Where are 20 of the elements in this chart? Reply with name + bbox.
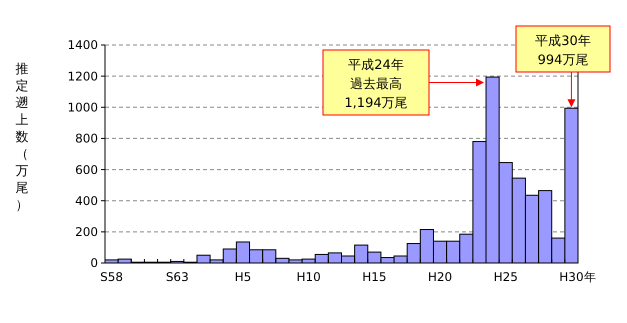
x-tick-label: S58	[100, 270, 124, 284]
x-tick-label: H30	[559, 270, 584, 284]
x-tick-label: H20	[428, 270, 452, 284]
y-tick-label: 800	[75, 132, 98, 146]
x-tick-label: H5	[234, 270, 252, 284]
y-tick-label: 1000	[67, 100, 98, 114]
y-tick-label: 1400	[67, 38, 98, 52]
y-tick-label: 1200	[67, 69, 98, 84]
x-tick-label: H25	[494, 270, 518, 284]
annotation: 平成24年過去最高1,194万尾	[344, 58, 408, 111]
x-tick-label: S63	[166, 270, 189, 284]
y-tick-label: 200	[75, 225, 98, 240]
y-tick-label: 600	[75, 162, 98, 177]
y-tick-label: 0	[90, 256, 98, 270]
x-tick-label: H10	[296, 270, 321, 284]
annotation: 平成30年994万尾	[535, 34, 591, 68]
x-axis-title: 年	[584, 270, 596, 284]
x-tick-label: H15	[362, 270, 386, 284]
y-tick-label: 400	[75, 194, 98, 208]
text: 推定遡上数（万尾）	[16, 62, 28, 213]
